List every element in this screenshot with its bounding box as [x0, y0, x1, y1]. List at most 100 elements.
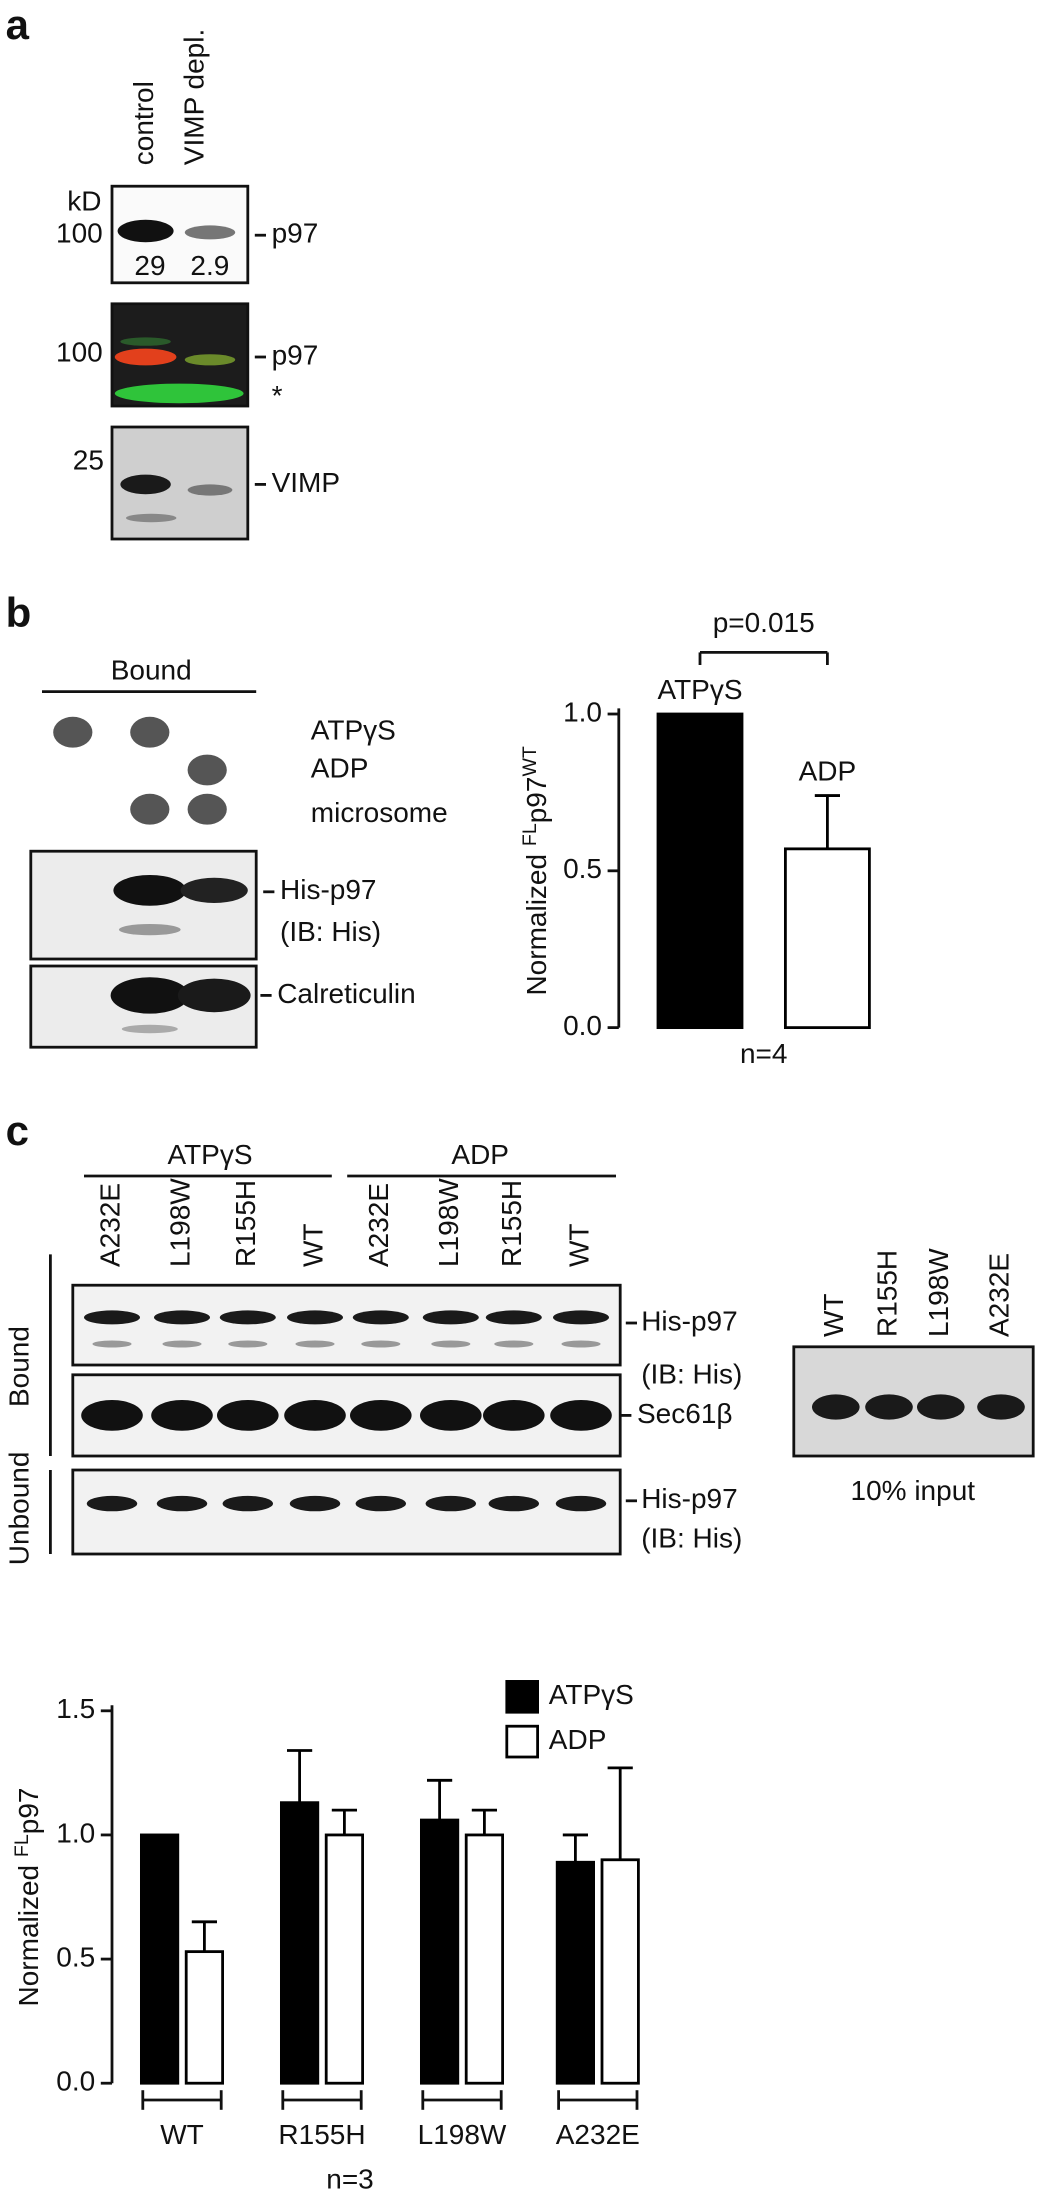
label: His-p97	[641, 1305, 737, 1336]
band	[228, 1340, 268, 1348]
band	[120, 474, 171, 495]
band	[81, 1400, 143, 1431]
x-tick-label: R155H	[278, 2119, 365, 2150]
y-axis-label-part: WT	[519, 746, 541, 776]
band	[553, 1310, 609, 1325]
band	[217, 1400, 279, 1431]
error-bar	[471, 1808, 497, 1835]
label: 29	[134, 250, 165, 281]
error-bar	[607, 1766, 633, 1860]
bar-label: ATPγS	[657, 674, 742, 705]
band	[53, 716, 93, 748]
band	[422, 1310, 479, 1325]
label: L198W	[923, 1248, 954, 1337]
label: Bound	[111, 654, 192, 685]
bar	[419, 1818, 460, 2085]
band	[177, 978, 251, 1013]
label: 100	[56, 337, 103, 368]
band	[494, 1340, 534, 1348]
y-axis-label-part: FL	[11, 1834, 33, 1857]
y-axis-label: Normalized FLp97	[11, 1788, 44, 2007]
band	[550, 1400, 612, 1431]
label: ATPγS	[311, 715, 396, 746]
label: Calreticulin	[277, 978, 416, 1009]
error-bar	[562, 1833, 588, 1863]
band	[295, 1340, 335, 1348]
legend-label: ATPγS	[549, 1679, 634, 1710]
band	[113, 875, 187, 906]
label: b	[6, 589, 32, 636]
band	[121, 1024, 178, 1034]
x-tick-label: L198W	[418, 2119, 507, 2150]
band	[114, 383, 244, 404]
band	[180, 877, 248, 904]
band	[355, 1495, 406, 1512]
label: VIMP	[272, 467, 340, 498]
band	[84, 1310, 140, 1325]
legend-label: ADP	[549, 1724, 607, 1755]
bar	[279, 1801, 320, 2085]
label: p97	[272, 339, 319, 370]
error-bar	[287, 1749, 313, 1803]
label: His-p97	[641, 1483, 737, 1514]
label: p97	[272, 218, 319, 249]
band	[917, 1394, 965, 1420]
label: WT	[563, 1223, 594, 1267]
band	[488, 1495, 539, 1512]
label: Unbound	[3, 1452, 34, 1566]
band	[187, 793, 227, 825]
band	[184, 354, 236, 366]
band	[431, 1340, 471, 1348]
band	[350, 1400, 412, 1431]
band	[120, 337, 171, 346]
label: ATPγS	[167, 1139, 252, 1170]
label: c	[6, 1107, 29, 1154]
label: L198W	[164, 1178, 195, 1267]
band	[130, 793, 170, 825]
label: A232E	[363, 1183, 394, 1267]
label: A232E	[983, 1253, 1014, 1337]
band	[485, 1310, 542, 1325]
band	[114, 348, 177, 366]
label: VIMP depl.	[178, 29, 209, 165]
label: R155H	[496, 1180, 527, 1267]
y-tick-label: 0.0	[56, 2066, 95, 2097]
error-bar	[814, 794, 840, 849]
label: Sec61β	[637, 1398, 733, 1429]
band	[865, 1394, 913, 1420]
y-axis-label-part: FL	[519, 823, 541, 846]
bar	[784, 847, 871, 1030]
band	[86, 1495, 138, 1512]
label: (IB: His)	[280, 916, 381, 947]
band	[184, 225, 236, 240]
label: ADP	[451, 1139, 509, 1170]
label: ADP	[311, 752, 369, 783]
label: kD	[67, 185, 101, 216]
label: p=0.015	[713, 607, 815, 638]
label: Bound	[3, 1326, 34, 1407]
label: WT	[297, 1223, 328, 1267]
band	[352, 1310, 409, 1325]
band	[483, 1400, 545, 1431]
blot	[71, 1283, 622, 1367]
label: 10% input	[851, 1475, 976, 1506]
band	[117, 219, 174, 243]
x-tick-label: WT	[160, 2119, 204, 2150]
label: control	[128, 81, 159, 165]
label: L198W	[433, 1178, 464, 1267]
bar	[140, 1833, 180, 2085]
band	[555, 1495, 607, 1512]
bar	[324, 1833, 364, 2085]
bar-label: ADP	[799, 756, 857, 787]
label: His-p97	[280, 874, 376, 905]
band	[187, 484, 233, 496]
label: 25	[73, 444, 104, 475]
band	[287, 1310, 343, 1325]
band	[162, 1340, 202, 1348]
band	[151, 1400, 213, 1431]
label: 100	[56, 218, 103, 249]
label: A232E	[94, 1183, 125, 1267]
band	[126, 513, 177, 523]
